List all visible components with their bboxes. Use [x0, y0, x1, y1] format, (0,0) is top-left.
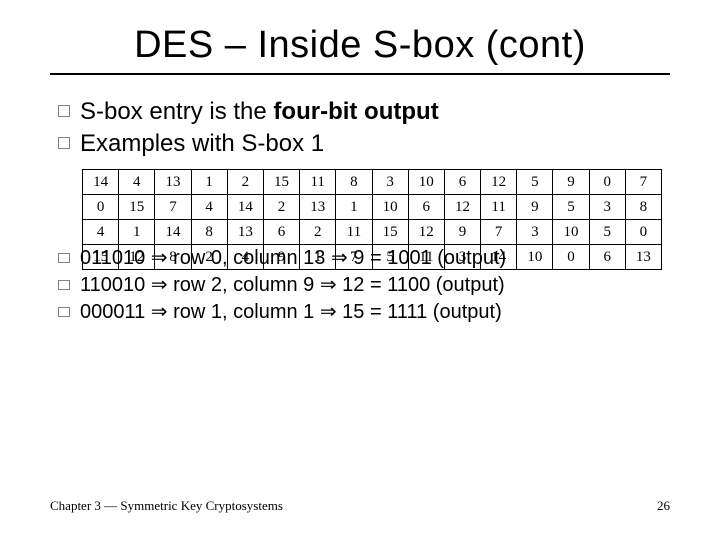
- bullet-bold: four-bit output: [273, 98, 438, 125]
- example-text: 000011 ⇒ row 1, column 1 ⇒ 15 = 1111 (ou…: [80, 300, 502, 325]
- sbox-cell: 2: [227, 170, 263, 195]
- sbox-cell: 0: [589, 170, 625, 195]
- sbox-cell: 4: [119, 170, 155, 195]
- sbox-cell: 9: [444, 220, 480, 245]
- sbox-cell: 10: [408, 170, 444, 195]
- sbox-row: 1441312151183106125907: [83, 170, 662, 195]
- sbox-cell: 2: [263, 195, 299, 220]
- sbox-cell: 3: [517, 220, 553, 245]
- title-rule: [50, 73, 670, 75]
- sbox-row: 4114813621115129731050: [83, 220, 662, 245]
- slide: DES – Inside S-box (cont) S-box entry is…: [0, 0, 720, 540]
- sbox-cell: 11: [336, 220, 372, 245]
- sbox-cell: 8: [336, 170, 372, 195]
- bullet-text: Examples with S-box 1: [80, 129, 324, 159]
- sbox-cell: 4: [83, 220, 119, 245]
- sbox-cell: 10: [372, 195, 408, 220]
- slide-footer: Chapter 3 — Symmetric Key Cryptosystems …: [50, 498, 670, 514]
- sbox-cell: 0: [625, 220, 661, 245]
- sbox-cell: 9: [553, 170, 589, 195]
- sbox-cell: 7: [481, 220, 517, 245]
- sbox-cell: 5: [589, 220, 625, 245]
- sbox-cell: 6: [408, 195, 444, 220]
- slide-title: DES – Inside S-box (cont): [50, 24, 670, 67]
- sbox-cell: 5: [553, 195, 589, 220]
- sbox-cell: 14: [227, 195, 263, 220]
- example-item: 000011 ⇒ row 1, column 1 ⇒ 15 = 1111 (ou…: [58, 300, 670, 325]
- page-number: 26: [657, 498, 670, 514]
- sbox-cell: 2: [300, 220, 336, 245]
- square-bullet-icon: [58, 253, 70, 263]
- footer-left: Chapter 3 — Symmetric Key Cryptosystems: [50, 498, 283, 514]
- example-item: 110010 ⇒ row 2, column 9 ⇒ 12 = 1100 (ou…: [58, 273, 670, 298]
- sbox-cell: 8: [625, 195, 661, 220]
- sbox-cell: 13: [300, 195, 336, 220]
- sbox-cell: 11: [300, 170, 336, 195]
- sbox-row: 0157414213110612119538: [83, 195, 662, 220]
- bullet-item: S-box entry is the four-bit output: [58, 97, 670, 127]
- sbox-cell: 7: [155, 195, 191, 220]
- sbox-cell: 10: [553, 220, 589, 245]
- square-bullet-icon: [58, 307, 70, 317]
- sbox-cell: 6: [263, 220, 299, 245]
- sbox-cell: 13: [155, 170, 191, 195]
- sbox-cell: 12: [444, 195, 480, 220]
- sbox-cell: 14: [83, 170, 119, 195]
- sbox-cell: 1: [119, 220, 155, 245]
- sbox-cell: 6: [444, 170, 480, 195]
- sbox-cell: 11: [481, 195, 517, 220]
- sbox-cell: 4: [191, 195, 227, 220]
- sbox-cell: 13: [227, 220, 263, 245]
- sbox-cell: 1: [336, 195, 372, 220]
- sbox-cell: 15: [372, 220, 408, 245]
- sbox-cell: 1: [191, 170, 227, 195]
- sbox-cell: 3: [589, 195, 625, 220]
- bullet-prefix: S-box entry is the: [80, 98, 273, 125]
- sbox-cell: 0: [83, 195, 119, 220]
- example-list: 011010 ⇒ row 0, column 13 ⇒ 9 = 1001 (ou…: [58, 246, 670, 325]
- bullet-prefix: Examples with S-box 1: [80, 130, 324, 157]
- sbox-cell: 8: [191, 220, 227, 245]
- sbox-cell: 3: [372, 170, 408, 195]
- sbox-cell: 15: [119, 195, 155, 220]
- sbox-cell: 9: [517, 195, 553, 220]
- sbox-cell: 7: [625, 170, 661, 195]
- bullet-item: Examples with S-box 1: [58, 129, 670, 159]
- example-text: 011010 ⇒ row 0, column 13 ⇒ 9 = 1001 (ou…: [80, 246, 506, 271]
- sbox-cell: 15: [263, 170, 299, 195]
- example-item: 011010 ⇒ row 0, column 13 ⇒ 9 = 1001 (ou…: [58, 246, 670, 271]
- top-bullet-list: S-box entry is the four-bit output Examp…: [58, 97, 670, 159]
- example-text: 110010 ⇒ row 2, column 9 ⇒ 12 = 1100 (ou…: [80, 273, 505, 298]
- square-bullet-icon: [58, 105, 70, 117]
- bullet-text: S-box entry is the four-bit output: [80, 97, 439, 127]
- sbox-cell: 5: [517, 170, 553, 195]
- square-bullet-icon: [58, 137, 70, 149]
- sbox-cell: 14: [155, 220, 191, 245]
- sbox-cell: 12: [408, 220, 444, 245]
- square-bullet-icon: [58, 280, 70, 290]
- sbox-cell: 12: [481, 170, 517, 195]
